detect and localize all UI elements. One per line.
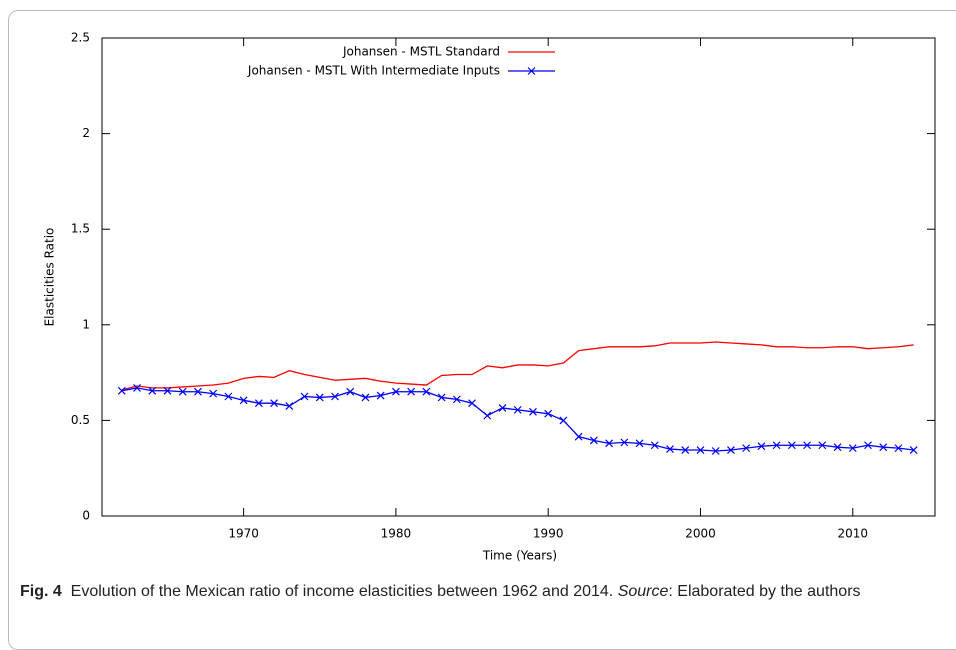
series-marker [468,399,476,408]
legend-label: Johansen - MSTL Standard [342,45,500,59]
series-marker [848,444,857,453]
x-tick-label: 2000 [685,527,716,541]
series-marker [346,387,355,396]
y-tick-label: 0 [82,509,90,523]
x-axis-label: Time (Years) [482,549,557,563]
caption: Fig. 4 Evolution of the Mexican ratio of… [20,580,940,604]
series-marker [437,393,446,402]
series-marker [818,441,827,450]
series-marker [681,446,690,454]
series-marker [620,438,629,447]
series-marker [589,436,598,445]
series-marker [209,389,218,398]
series-marker [909,446,918,454]
series-marker [498,404,507,412]
series-marker [803,441,812,450]
series-marker [529,407,537,416]
caption-label: Fig. 4 [20,583,62,600]
series-marker [650,441,659,450]
series-marker [376,391,385,400]
series-marker [635,439,644,448]
series-marker [513,405,522,414]
series-marker [727,446,735,454]
series-marker [666,445,674,454]
series-marker [787,441,796,450]
series-marker [285,402,294,410]
series-marker [194,387,202,396]
series-marker [361,393,370,402]
series-marker [407,387,416,396]
y-axis-label: Elasticities Ratio [43,228,57,327]
y-tick-label: 2 [82,126,90,140]
series-marker [270,399,279,408]
series-marker [148,386,157,395]
series-marker [391,387,400,396]
series-line [121,341,914,391]
y-tick-label: 2.5 [71,31,90,45]
legend-label: Johansen - MSTL With Intermediate Inputs [247,64,500,78]
y-tick-label: 0.5 [71,413,90,427]
series-marker [315,393,324,402]
x-tick-label: 2010 [837,527,868,541]
series-marker [331,392,339,401]
series-marker [224,392,233,401]
legend-marker [527,67,536,75]
series-marker [696,446,705,454]
series-marker [574,432,583,441]
series-marker [879,443,888,452]
x-tick-label: 1980 [381,527,412,541]
series-marker [711,447,720,455]
series-marker [254,399,263,408]
x-tick-label: 1970 [228,527,259,541]
series-marker [117,386,126,395]
series-marker [559,416,568,425]
series-marker [833,443,842,452]
x-tick-label: 1990 [533,527,564,541]
y-tick-label: 1.5 [71,222,90,236]
plot-border [101,37,936,517]
series-marker [239,396,248,405]
series-marker [772,441,781,450]
series-marker [178,387,187,396]
series-marker [894,444,903,453]
series-marker [864,441,872,450]
series-marker [742,444,751,453]
caption-text: Evolution of the Mexican ratio of income… [70,583,614,600]
series-marker [422,387,431,396]
chart: Time (Years) Elasticities Ratio 0 0.5 1 1.5… [43,31,936,563]
caption-source-label: Source [617,583,669,600]
series-marker [300,392,309,401]
series-marker [163,386,172,395]
series-marker [483,411,492,420]
series-marker [605,439,614,448]
series-marker [452,395,461,404]
y-tick-label: 1 [82,317,90,331]
caption-source-text: : Elaborated by the authors [668,583,861,600]
series-marker [133,383,141,392]
series-marker [544,409,553,418]
page: Time (Years) Elasticities Ratio 0 0.5 1 1.5… [8,10,956,650]
series-marker [757,442,766,451]
